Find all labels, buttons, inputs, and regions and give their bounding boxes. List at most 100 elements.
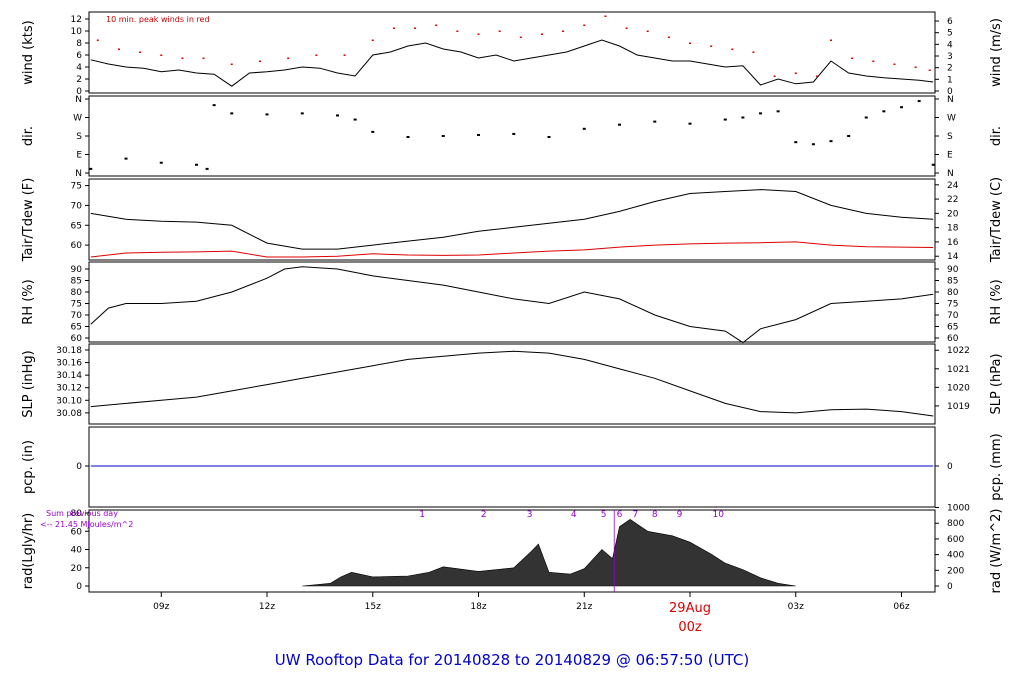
peak-wind-point	[625, 27, 628, 29]
right-tick-label: 1000	[947, 504, 970, 514]
radiation-sum-value: <-- 21.45 MJoules/m^2	[40, 520, 133, 529]
right-tick-label: 1021	[947, 365, 970, 375]
peak-wind-point	[830, 39, 833, 41]
direction-point	[205, 167, 209, 170]
direction-point	[265, 113, 269, 116]
direction-point	[847, 135, 851, 137]
left-tick-label: W	[73, 114, 82, 124]
peak-wind-point	[752, 51, 755, 53]
left-tick-label: 85	[71, 277, 82, 287]
right-axis-label-wind: wind (m/s)	[989, 18, 1004, 87]
right-tick-label: 70	[947, 311, 959, 321]
right-tick-label: 75	[947, 300, 958, 310]
direction-point	[582, 127, 586, 130]
peak-wind-point	[646, 30, 649, 32]
direction-point	[882, 110, 886, 113]
left-axis-label-temp: Tair/Tdew (F)	[21, 178, 36, 263]
direction-point	[512, 132, 516, 135]
panel-frame-rad	[88, 509, 936, 593]
direction-point	[688, 122, 692, 125]
right-tick-label: 2	[947, 64, 953, 74]
panel-frame-slp	[88, 343, 936, 425]
panel-frame-dir	[88, 95, 936, 177]
peak-wind-point	[477, 33, 480, 35]
peak-wind-point	[583, 24, 586, 26]
left-axis-label-pcp: pcp. (in)	[21, 440, 36, 494]
right-tick-label: 60	[947, 334, 959, 344]
left-axis-label-slp: SLP (inHg)	[21, 350, 36, 418]
chart-title: UW Rooftop Data for 20140828 to 20140829…	[275, 651, 749, 669]
direction-point	[776, 110, 780, 113]
direction-point	[917, 100, 921, 103]
radiation-sum-note: Sum previous day	[46, 509, 118, 518]
right-tick-label: 0	[947, 582, 953, 592]
peak-wind-point	[202, 57, 205, 59]
tair-series-line	[90, 189, 934, 250]
panel-rad: rad(Lgly/hr) rad (W/m^2)02040608002004006…	[21, 504, 1004, 594]
peak-wind-point	[773, 75, 776, 77]
peak-wind-point	[667, 36, 670, 38]
peak-wind-point	[604, 15, 607, 17]
right-axis-label-rh: RH (%)	[989, 279, 1004, 324]
left-tick-label: 0	[76, 462, 82, 472]
peak-wind-point	[872, 60, 875, 62]
right-tick-label: 600	[947, 535, 964, 545]
slp-series-line	[90, 350, 934, 417]
x-tick-label: 21z	[576, 602, 592, 612]
peak-wind-point	[315, 54, 318, 56]
left-tick-label: 60	[71, 241, 83, 251]
x-tick-label: 15z	[365, 602, 381, 612]
direction-point	[618, 123, 622, 126]
peak-wind-point	[815, 75, 818, 77]
panel-frame-rh	[88, 261, 936, 343]
peak-wind-point	[287, 57, 290, 59]
x-date-label: 29Aug	[669, 601, 711, 616]
right-tick-label: 6	[947, 17, 953, 27]
right-axis-label-pcp: pcp. (mm)	[989, 433, 1004, 500]
right-tick-label: 4	[947, 40, 953, 50]
radiation-area	[302, 519, 796, 587]
left-tick-label: N	[75, 95, 82, 105]
direction-point	[741, 116, 745, 119]
direction-point	[829, 140, 833, 143]
right-tick-label: 3	[947, 52, 953, 62]
right-tick-label: 80	[947, 288, 959, 298]
right-tick-label: 1	[947, 75, 953, 85]
peak-wind-point	[343, 54, 346, 56]
peak-wind-point	[456, 30, 459, 32]
direction-point	[547, 136, 551, 139]
rh-series-line	[90, 266, 934, 344]
panel-frame-wind	[88, 11, 936, 94]
left-axis-label-dir: dir.	[21, 126, 36, 146]
left-tick-label: 60	[71, 334, 83, 344]
direction-point	[759, 112, 763, 115]
x-tick-label: 18z	[470, 602, 486, 612]
peak-wind-point	[540, 33, 543, 35]
direction-point	[931, 163, 935, 166]
peak-wind-point	[498, 30, 501, 32]
solar-hour-marker: 3	[527, 510, 533, 520]
peak-wind-point	[710, 45, 713, 47]
left-tick-label: 6	[76, 51, 82, 61]
direction-point	[794, 141, 798, 144]
peak-wind-point	[928, 69, 931, 71]
direction-point	[406, 136, 410, 139]
solar-hour-marker: 10	[712, 510, 724, 520]
right-axis-label-dir: dir.	[989, 126, 1004, 146]
peak-wind-point	[689, 42, 692, 44]
panel-frame-pcp	[88, 426, 936, 508]
direction-point	[477, 133, 481, 136]
peak-wind-note: 10 min. peak winds in red	[106, 15, 210, 24]
right-tick-label: 400	[947, 551, 964, 561]
peak-wind-point	[230, 63, 233, 65]
left-tick-label: 75	[71, 182, 82, 192]
solar-hour-marker: 5	[601, 510, 607, 520]
left-tick-label: 8	[76, 39, 82, 49]
left-tick-label: 70	[71, 201, 83, 211]
peak-wind-point	[731, 48, 734, 50]
left-tick-label: 2	[76, 75, 82, 85]
peak-wind-point	[794, 72, 797, 74]
